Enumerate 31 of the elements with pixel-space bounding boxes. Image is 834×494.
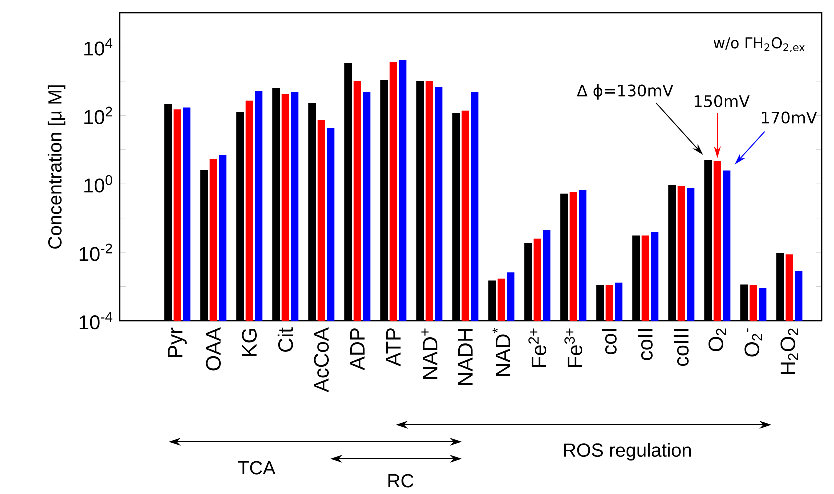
x-tick-label: Fe$^{3+}$ <box>564 328 583 368</box>
x-tick-label: NAD$^{+}$ <box>422 328 438 379</box>
y-tick-label: 10$^{0}$ <box>84 175 112 193</box>
x-tick-label: coI <box>602 329 617 355</box>
x-tick-label: coII <box>638 329 653 360</box>
y-tick-label: 10$^{4}$ <box>84 38 113 56</box>
x-tick-label: NADH <box>458 329 473 386</box>
annotation: 170mV <box>762 112 818 124</box>
text: ROS regulation <box>564 443 692 461</box>
y-tick-label: 10$^{-2}$ <box>80 244 112 262</box>
x-tick-label: ADP <box>350 328 365 370</box>
x-tick-label: ATP <box>386 328 401 367</box>
annotation: Δ ϕ=130mV <box>577 84 674 100</box>
y-tick-label: 10$^{2}$ <box>84 106 112 124</box>
x-tick-label: NAD$^{*}$ <box>492 328 510 376</box>
x-tick-label: coIII <box>674 329 689 366</box>
x-tick-label: KG <box>242 329 258 356</box>
text: TCA <box>238 461 276 475</box>
x-tick-label: OAA <box>206 328 222 371</box>
x-tick-label: O$_{2}$- <box>744 328 762 357</box>
y-axis-title: Concentration [μ M] <box>48 86 66 249</box>
x-tick-label: AcCoA <box>314 328 330 393</box>
x-tick-label: O$_{2}$ <box>708 328 726 352</box>
annotation: w/o ΓH$_{2}$O$_{2,ex}$ <box>714 37 805 53</box>
x-tick-label: Fe$^{2+}$ <box>528 328 547 368</box>
y-tick-label: 10$^{-4}$ <box>80 312 113 330</box>
text: RC <box>388 474 414 488</box>
x-tick-label: Pyr <box>168 328 187 358</box>
x-tick-label: Cit <box>278 328 294 352</box>
annotation: 150mV <box>694 95 750 108</box>
x-tick-label: H$_{2}$O$_{2}$ <box>780 328 798 374</box>
